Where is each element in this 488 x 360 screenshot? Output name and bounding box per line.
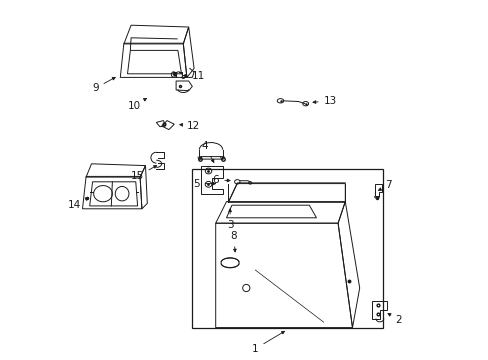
Text: 10: 10 <box>127 98 146 111</box>
Text: 8: 8 <box>230 231 237 252</box>
Text: 11: 11 <box>183 71 205 81</box>
Bar <box>192 169 382 328</box>
Text: 9: 9 <box>92 77 115 93</box>
Text: 15: 15 <box>130 166 156 181</box>
Text: 12: 12 <box>180 121 200 131</box>
Text: 14: 14 <box>67 198 88 210</box>
Text: 2: 2 <box>387 314 402 325</box>
Text: 5: 5 <box>192 179 215 189</box>
Text: 6: 6 <box>212 175 229 185</box>
Text: 3: 3 <box>226 209 233 230</box>
Text: 4: 4 <box>201 141 213 162</box>
Text: 7: 7 <box>378 180 391 190</box>
Text: 1: 1 <box>251 331 284 354</box>
Text: 13: 13 <box>312 96 336 106</box>
